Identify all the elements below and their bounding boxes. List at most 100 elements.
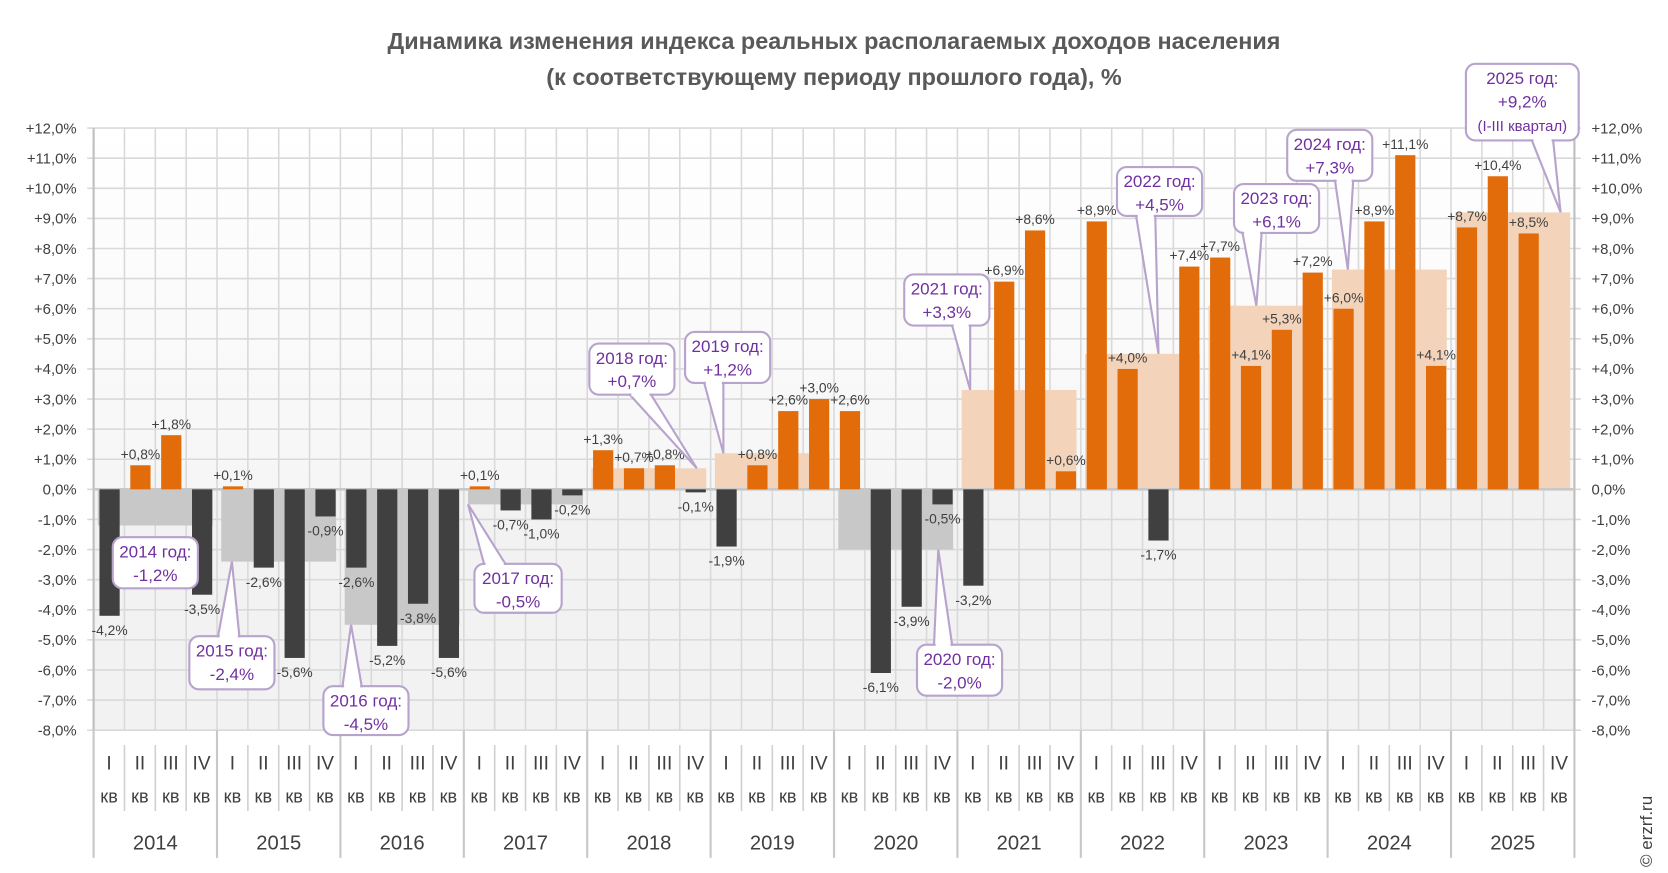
x-quarter-unit-label: кв — [1519, 787, 1537, 807]
callout-value: -1,2% — [133, 566, 177, 585]
data-label: +8,9% — [1355, 202, 1395, 218]
y-tick-label-left: -2,0% — [38, 543, 77, 559]
bar-2015-q4 — [315, 489, 336, 517]
y-tick-label-right: -8,0% — [1591, 724, 1630, 740]
x-quarter-unit-label: кв — [964, 787, 982, 807]
x-quarter-unit-label: кв — [686, 787, 704, 807]
data-label: +1,3% — [583, 431, 623, 447]
data-label: +6,9% — [984, 262, 1024, 278]
bar-2018-q1 — [593, 450, 614, 490]
x-quarter-unit-label: кв — [779, 787, 797, 807]
x-quarter-label: II — [135, 754, 146, 775]
bar-2021-q4 — [1055, 471, 1077, 490]
data-label: +3,0% — [799, 380, 839, 396]
data-label: +0,8% — [121, 446, 161, 462]
bar-2024-q3 — [1395, 155, 1416, 490]
chart-title-line-2: (к соответствующему периоду прошлого год… — [546, 63, 1122, 91]
data-label: -4,2% — [92, 622, 128, 638]
x-quarter-label: III — [163, 754, 179, 775]
y-tick-label-left: 0,0% — [43, 483, 77, 499]
callout-year-label: 2023 год: — [1240, 189, 1312, 208]
y-tick-label-right: -5,0% — [1591, 633, 1630, 649]
callout-box-2017 — [473, 562, 563, 614]
bar-2016-q4 — [438, 489, 460, 658]
callout-value: -2,0% — [937, 673, 981, 692]
callout-value: +0,7% — [608, 372, 657, 391]
x-quarter-label: II — [505, 754, 516, 775]
y-tick-label-right: +5,0% — [1591, 332, 1634, 348]
y-tick-label-left: +10,0% — [26, 182, 77, 198]
y-tick-label-left: -7,0% — [38, 693, 77, 709]
y-tick-label-left: +9,0% — [34, 212, 77, 228]
chart-title: Динамика изменения индекса реальных расп… — [0, 23, 1668, 95]
data-label: +11,1% — [1382, 136, 1428, 152]
bar-2021-q3 — [1024, 230, 1046, 490]
x-year-label: 2025 — [1490, 832, 1535, 854]
data-label: +0,8% — [645, 446, 685, 462]
bar-2016-q2 — [377, 489, 398, 646]
x-quarter-unit-label: кв — [131, 787, 149, 807]
x-quarter-label: I — [230, 754, 235, 775]
bar-2025-q3 — [1518, 233, 1539, 490]
data-label: +6,0% — [1324, 289, 1364, 305]
data-label: -3,8% — [400, 610, 436, 626]
x-quarter-unit-label: кв — [409, 787, 427, 807]
bar-2019-q2 — [747, 465, 768, 490]
bar-2015-q3 — [284, 489, 305, 658]
y-tick-label-right: +2,0% — [1591, 422, 1634, 438]
callout-box-2022 — [1115, 165, 1204, 218]
x-quarter-unit-label: кв — [1396, 787, 1414, 807]
x-quarter-unit-label: кв — [625, 787, 643, 807]
data-label: +4,1% — [1416, 347, 1456, 363]
x-quarter-label: II — [628, 754, 639, 775]
y-tick-label-right: +11,0% — [1591, 152, 1641, 168]
bar-2017-q4 — [562, 489, 583, 496]
bar-2019-q1 — [716, 489, 737, 547]
x-quarter-unit-label: кв — [594, 787, 612, 807]
x-quarter-label: I — [477, 754, 482, 775]
x-quarter-unit-label: кв — [1365, 787, 1383, 807]
x-quarter-unit-label: кв — [748, 787, 766, 807]
callout-year-label: 2016 год: — [330, 691, 402, 710]
x-quarter-label: II — [1245, 754, 1256, 775]
x-quarter-label: II — [752, 754, 763, 775]
y-tick-label-right: +10,0% — [1591, 182, 1642, 198]
bar-2025-q1 — [1456, 227, 1478, 490]
data-label: +4,1% — [1231, 347, 1271, 363]
callout-value: -4,5% — [344, 715, 388, 734]
y-tick-label-left: +3,0% — [34, 392, 77, 408]
x-year-label: 2014 — [133, 832, 178, 854]
callout-note: (I-III квартал) — [1478, 119, 1568, 135]
bar-2020-q2 — [870, 489, 891, 673]
y-tick-label-right: 0,0% — [1591, 483, 1625, 499]
bar-2015-q1 — [222, 486, 244, 490]
data-label: +0,6% — [1046, 452, 1086, 468]
data-label: -5,2% — [369, 652, 405, 668]
data-label: +2,6% — [768, 392, 808, 408]
x-quarter-unit-label: кв — [1087, 787, 1105, 807]
bar-2018-q3 — [654, 465, 675, 490]
y-tick-label-left: +1,0% — [34, 453, 77, 469]
x-quarter-unit-label: кв — [1427, 787, 1445, 807]
x-quarter-unit-label: кв — [1180, 787, 1198, 807]
x-quarter-label: IV — [1180, 754, 1198, 775]
bar-2022-q2 — [1117, 368, 1138, 490]
callout-value: +4,5% — [1135, 196, 1184, 215]
callout-year-label: 2022 год: — [1123, 172, 1195, 191]
callout-box-2020 — [915, 643, 1004, 697]
x-year-label: 2022 — [1120, 832, 1165, 854]
x-quarter-label: IV — [1056, 754, 1074, 775]
y-tick-label-left: -1,0% — [38, 513, 77, 529]
callout-value: +9,2% — [1498, 92, 1547, 111]
data-label: +7,7% — [1200, 238, 1240, 254]
x-quarter-unit-label: кв — [810, 787, 828, 807]
callout-year-label: 2024 год: — [1294, 135, 1366, 154]
y-tick-label-left: -5,0% — [38, 633, 77, 649]
x-year-label: 2015 — [256, 832, 301, 854]
bar-2023-q1 — [1210, 257, 1231, 490]
credit-watermark: © erzrf.ru — [1638, 795, 1657, 867]
data-label: +0,7% — [614, 449, 654, 465]
x-quarter-label: I — [723, 754, 728, 775]
x-year-label: 2021 — [997, 832, 1042, 854]
